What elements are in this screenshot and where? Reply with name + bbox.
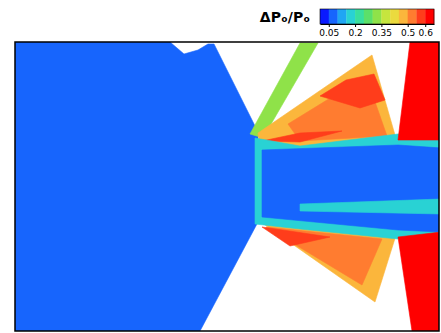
colorbar-band: [425, 9, 434, 24]
colorbar-band: [373, 9, 382, 24]
colorbar-band: [390, 9, 399, 24]
colorbar-band: [416, 9, 425, 24]
contour-region: [15, 42, 258, 331]
colorbar-border: [320, 9, 434, 24]
contour-region: [258, 55, 397, 148]
colorbar-band: [408, 9, 417, 24]
colorbar-tick: 0.05: [319, 24, 339, 38]
colorbar-band: [329, 9, 338, 24]
colorbar-tick: 0.5: [401, 24, 415, 38]
colorbar-band: [381, 9, 390, 24]
colorbar-axis: 0.05 0.2 0.35 0.5 0.6: [319, 24, 434, 38]
colorbar-tick-label: 0.2: [348, 28, 362, 38]
chart: 0.05 0.2 0.35 0.5 0.6 ΔPₒ/Pₒ: [0, 0, 441, 333]
colorbar-band: [320, 9, 329, 24]
colorbar-tick-mark: [355, 24, 356, 27]
colorbar-band: [364, 9, 373, 24]
colorbar-tick-mark: [381, 24, 382, 27]
colorbar-tick-label: 0.5: [401, 28, 415, 38]
contour-region: [255, 134, 439, 241]
colorbar: 0.05 0.2 0.35 0.5 0.6: [319, 9, 434, 38]
colorbar-tick-label: 0.05: [319, 28, 339, 38]
contour-region: [398, 232, 439, 331]
contour-region: [300, 199, 439, 214]
colorbar-tick-label: 0.6: [419, 28, 434, 38]
contour-field: [15, 42, 439, 331]
colorbar-band: [346, 9, 355, 24]
colorbar-tick-mark: [329, 24, 330, 27]
contour-region: [320, 74, 385, 108]
plot-frame: [15, 42, 439, 331]
contour-region: [398, 42, 439, 140]
contour-region: [262, 145, 439, 232]
contour-region: [262, 131, 342, 142]
colorbar-band: [399, 9, 408, 24]
colorbar-tick: 0.2: [348, 24, 362, 38]
colorbar-title: ΔPₒ/Pₒ: [260, 9, 310, 25]
colorbar-tick: 0.6: [419, 24, 434, 38]
colorbar-band: [355, 9, 364, 24]
colorbar-tick-mark: [408, 24, 409, 27]
colorbar-tick-mark: [425, 24, 426, 27]
colorbar-tick: 0.35: [372, 24, 392, 38]
colorbar-band: [338, 9, 347, 24]
colorbar-tick-label: 0.35: [372, 28, 392, 38]
